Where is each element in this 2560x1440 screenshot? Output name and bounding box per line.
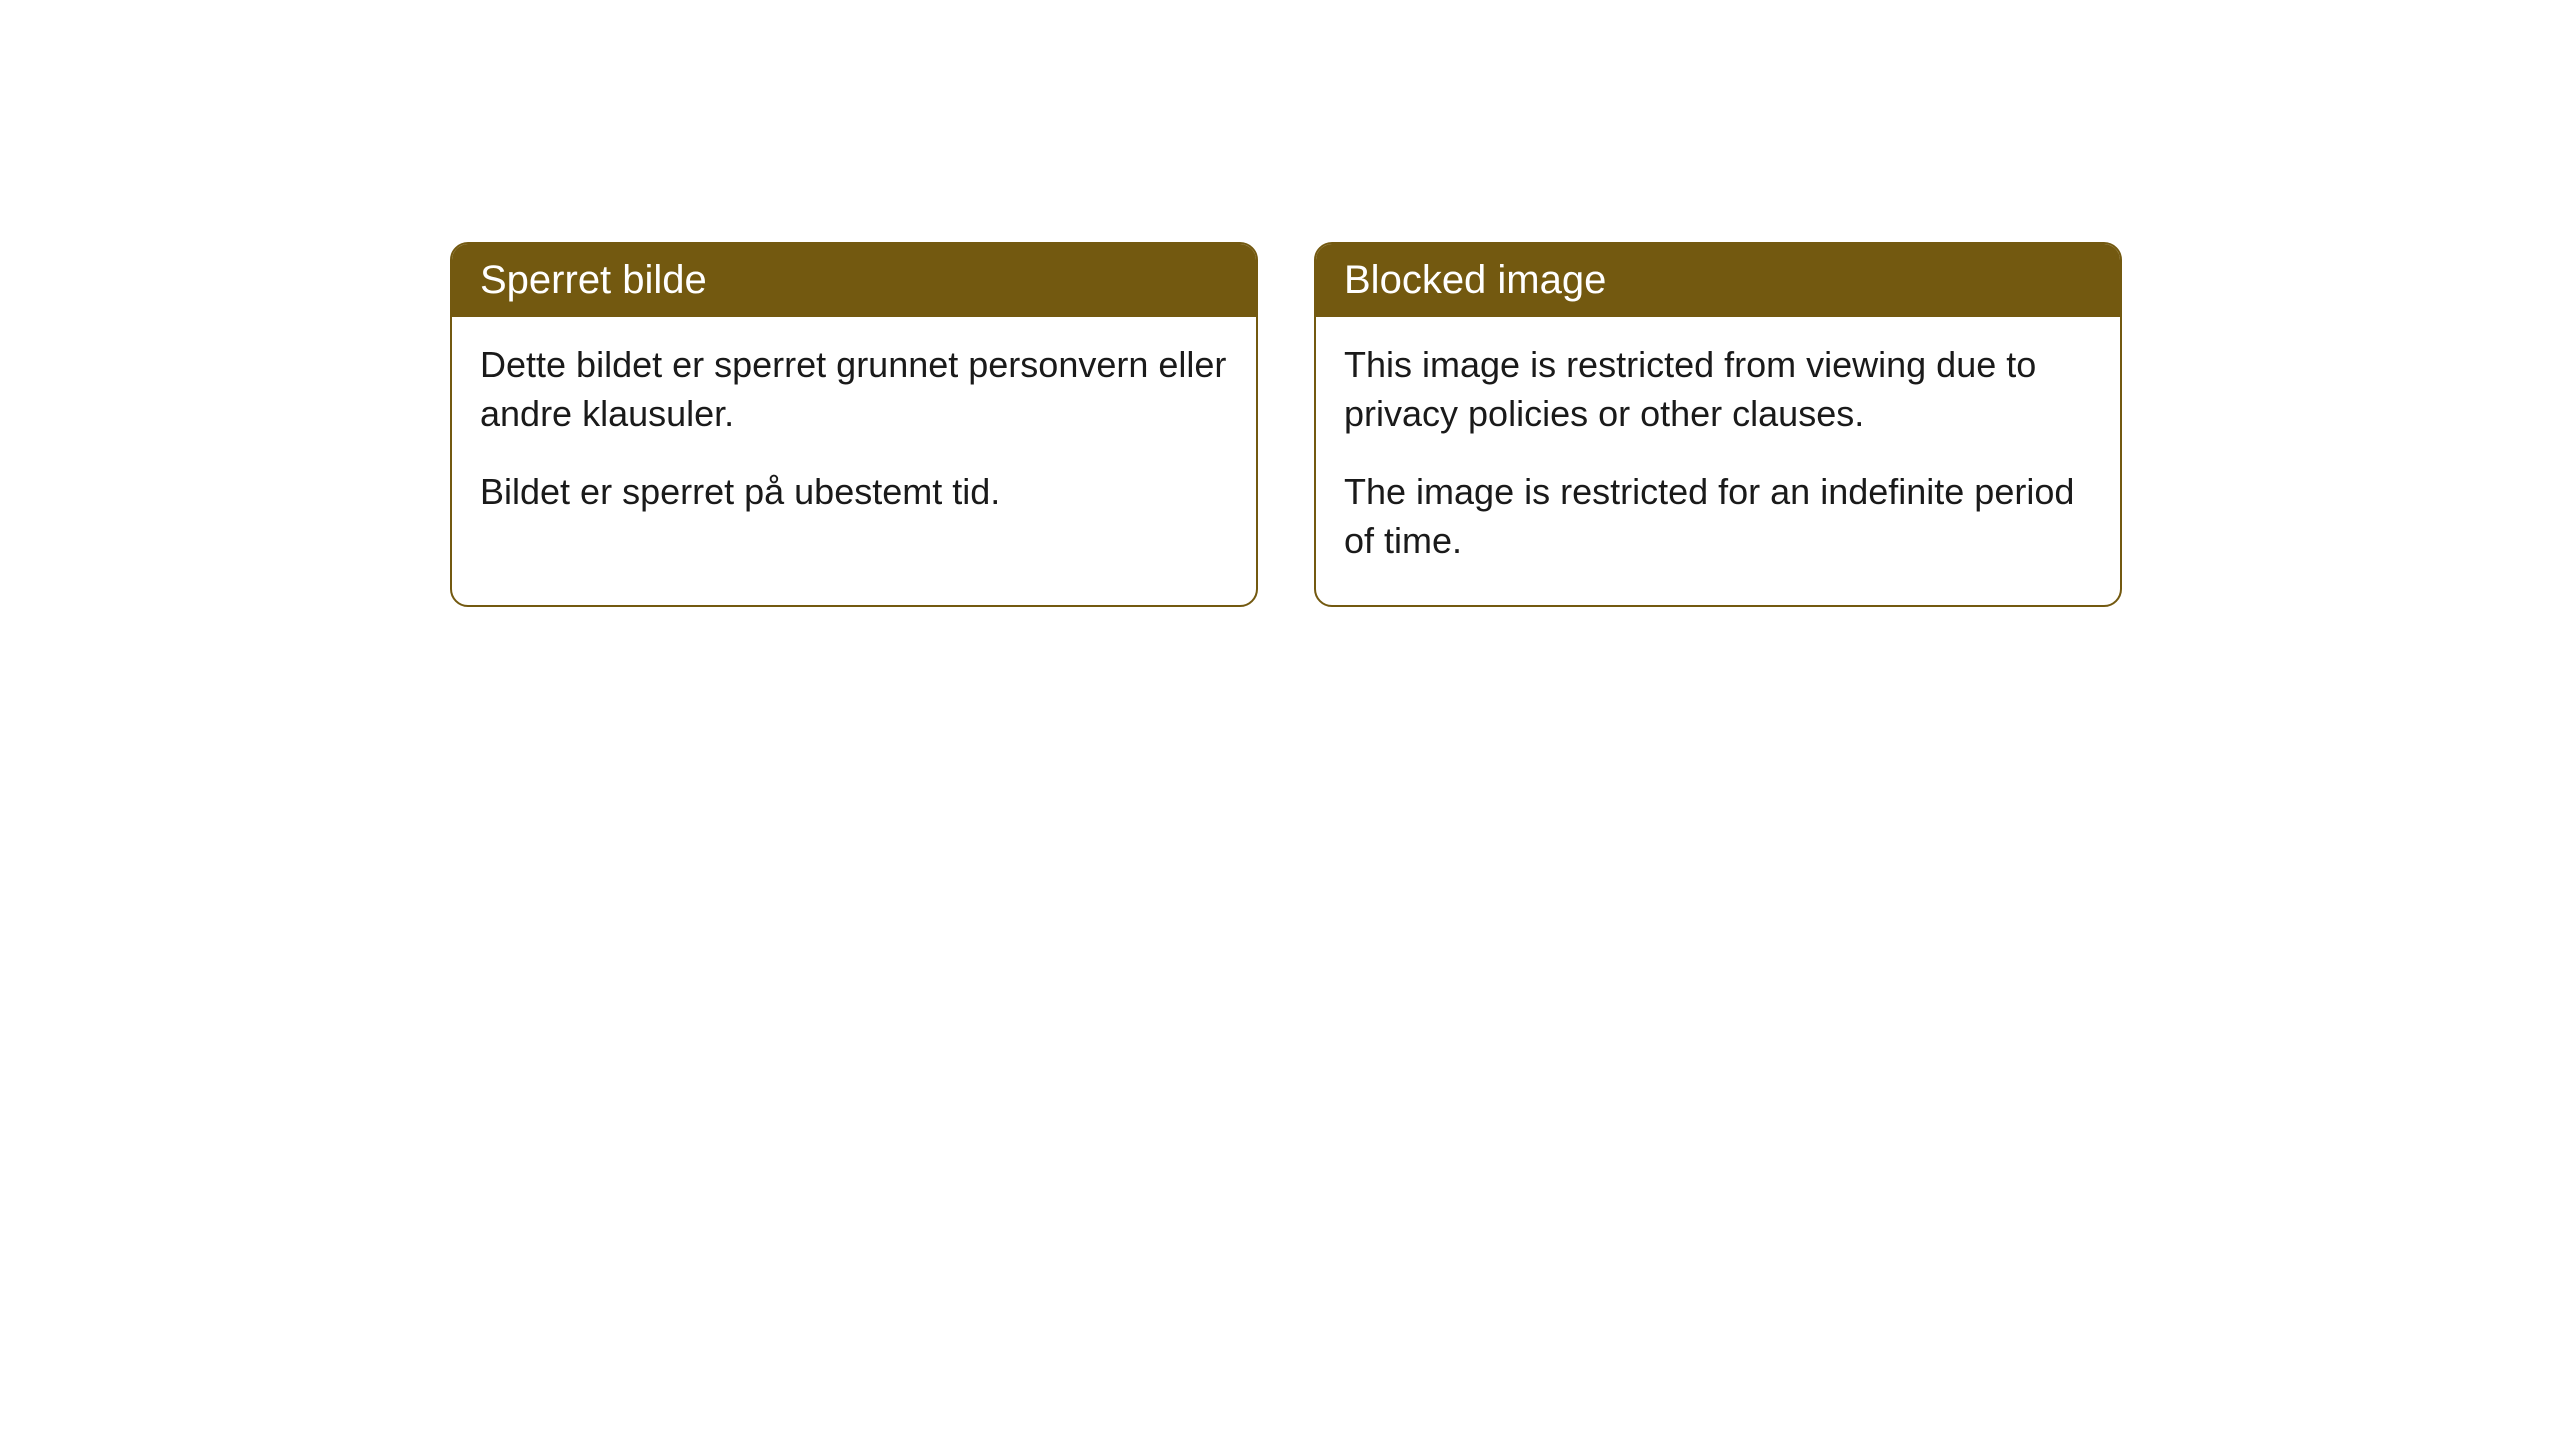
card-body: This image is restricted from viewing du… [1316,317,2120,605]
notice-text-2: Bildet er sperret på ubestemt tid. [480,468,1228,517]
notice-container: Sperret bilde Dette bildet er sperret gr… [0,0,2560,607]
notice-text-2: The image is restricted for an indefinit… [1344,468,2092,565]
blocked-image-card-norwegian: Sperret bilde Dette bildet er sperret gr… [450,242,1258,607]
notice-text-1: Dette bildet er sperret grunnet personve… [480,341,1228,438]
card-header: Blocked image [1316,244,2120,317]
notice-text-1: This image is restricted from viewing du… [1344,341,2092,438]
card-header: Sperret bilde [452,244,1256,317]
blocked-image-card-english: Blocked image This image is restricted f… [1314,242,2122,607]
card-body: Dette bildet er sperret grunnet personve… [452,317,1256,557]
